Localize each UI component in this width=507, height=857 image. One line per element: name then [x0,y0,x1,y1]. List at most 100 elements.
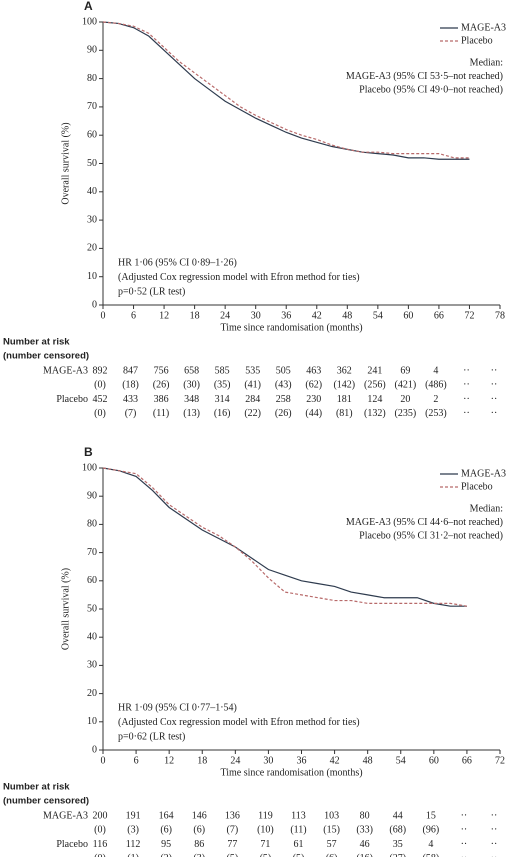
risk-row-name: MAGE-A3 [43,365,88,376]
x-tick-label: 12 [164,755,174,766]
censored-count: (18) [122,379,139,390]
y-tick-label: 0 [92,299,97,310]
y-tick-label: 60 [87,575,97,586]
at-risk-count: 892 [93,365,108,376]
x-tick-label: 12 [159,310,169,321]
y-tick-label: 10 [87,716,97,727]
censored-count: (6) [326,853,338,857]
y-tick-label: 0 [92,744,97,755]
risk-row-name: MAGE-A3 [43,810,88,821]
y-tick-label: 100 [82,16,97,27]
x-axis-label: Time since randomisation (months) [220,322,362,333]
at-risk-count: 191 [126,810,141,821]
y-axis-label: Overall survival (%) [60,568,71,650]
y-tick-label: 70 [87,101,97,112]
annotation: (Adjusted Cox regression model with Efro… [118,717,360,728]
y-tick-label: 80 [87,519,97,530]
risk-table-title: Number at risk [3,782,70,793]
risk-row-name: Placebo [56,839,88,850]
at-risk-count: 348 [184,394,199,405]
y-tick-label: 70 [87,547,97,558]
censored-count: (27) [389,853,406,857]
censored-count: ·· [491,379,498,390]
annotation: HR 1·06 (95% CI 0·89–1·26) [118,257,237,268]
x-tick-label: 36 [297,755,307,766]
at-risk-count: 44 [393,810,403,821]
at-risk-count: 136 [225,810,240,821]
y-tick-label: 30 [87,660,97,671]
censored-count: (421) [395,379,417,390]
at-risk-count: 86 [194,839,204,850]
median-text: MAGE-A3 (95% CI 44·6–not reached) [346,517,503,528]
x-tick-label: 60 [403,310,413,321]
censored-count: (96) [422,824,439,835]
at-risk-count: 69 [400,365,410,376]
x-tick-label: 66 [434,310,444,321]
at-risk-count: 505 [276,365,291,376]
at-risk-count: 119 [258,810,273,821]
censored-count: (13) [183,408,200,419]
survival-curve [102,21,470,160]
at-risk-count: 585 [215,365,230,376]
censored-count: (68) [389,824,406,835]
censored-count: (6) [160,824,172,835]
legend-label: Placebo [461,481,493,492]
censored-count: (1) [127,853,139,857]
at-risk-count: 658 [184,365,199,376]
censored-count: (142) [333,379,355,390]
censored-count: (81) [336,408,353,419]
censored-count: ·· [491,824,498,835]
x-tick-label: 78 [495,310,505,321]
censored-count: (10) [257,824,274,835]
censored-count: (253) [425,408,447,419]
at-risk-count: 362 [337,365,352,376]
median-text: Median: [470,57,503,68]
y-tick-label: 10 [87,271,97,282]
y-tick-label: 100 [82,462,97,473]
risk-row-name: Placebo [56,394,88,405]
x-tick-label: 42 [312,310,322,321]
at-risk-count: 113 [291,810,306,821]
median-text: MAGE-A3 (95% CI 53·5–not reached) [346,71,503,82]
censored-count: (0) [94,853,106,857]
censored-count: (6) [193,824,205,835]
legend-label: MAGE-A3 [461,22,506,33]
at-risk-count: 35 [393,839,403,850]
censored-count: (30) [183,379,200,390]
y-tick-label: 20 [87,688,97,699]
legend-label: MAGE-A3 [461,468,506,479]
at-risk-count: 112 [126,839,141,850]
x-axis-label: Time since randomisation (months) [220,767,362,778]
at-risk-count: 314 [215,394,230,405]
at-risk-count: 95 [161,839,171,850]
x-tick-label: 30 [263,755,273,766]
y-axis-label: Overall survival (%) [60,122,71,204]
at-risk-count: 258 [276,394,291,405]
x-tick-label: 6 [134,755,139,766]
at-risk-count: 77 [227,839,237,850]
censored-count: (22) [244,408,261,419]
x-tick-label: 48 [342,310,352,321]
censored-count: (486) [425,379,447,390]
at-risk-count: 20 [400,394,410,405]
median-text: Placebo (95% CI 31·2–not reached) [359,530,503,541]
censored-count: (5) [260,853,272,857]
at-risk-count: ·· [491,365,498,376]
censored-count: ·· [461,824,468,835]
at-risk-count: 80 [360,810,370,821]
censored-count: (2) [160,853,172,857]
x-tick-label: 0 [101,755,106,766]
censored-count: ·· [463,379,470,390]
censored-count: (16) [356,853,373,857]
censored-count: (35) [214,379,231,390]
censored-count: ·· [463,408,470,419]
at-risk-count: ·· [463,394,470,405]
at-risk-count: 61 [294,839,304,850]
censored-count: (235) [395,408,417,419]
y-tick-label: 60 [87,129,97,140]
x-tick-label: 18 [190,310,200,321]
x-tick-label: 0 [101,310,106,321]
at-risk-count: 15 [426,810,436,821]
x-tick-label: 24 [220,310,230,321]
